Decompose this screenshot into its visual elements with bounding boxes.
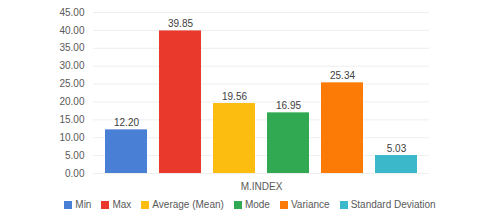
html-text:Variance: Variance	[290, 199, 330, 210]
svg-text:M.INDEX: M.INDEX	[241, 181, 283, 192]
svg-text:19.56: 19.56	[222, 91, 247, 102]
html-text:Standard Deviation: Standard Deviation	[350, 199, 436, 210]
svg-text:5.00: 5.00	[65, 150, 85, 161]
svg-text:35.00: 35.00	[59, 42, 84, 53]
svg-text:30.00: 30.00	[59, 60, 84, 71]
svg-text:10.00: 10.00	[59, 132, 84, 143]
svg-text:45.00: 45.00	[59, 7, 84, 18]
svg-text:16.95: 16.95	[276, 100, 301, 111]
svg-text:39.85: 39.85	[168, 18, 193, 29]
html-text:Mode: Mode	[244, 199, 270, 210]
html-text:Min: Min	[75, 199, 92, 210]
svg-text:12.20: 12.20	[114, 117, 139, 128]
html-text:Max: Max	[112, 199, 132, 210]
svg-text:15.00: 15.00	[59, 114, 84, 125]
svg-text:40.00: 40.00	[59, 25, 84, 36]
svg-text:0.00: 0.00	[65, 168, 85, 179]
svg-text:20.00: 20.00	[59, 96, 84, 107]
html-text:Average (Mean): Average (Mean)	[152, 199, 224, 210]
svg-text:5.03: 5.03	[387, 143, 407, 154]
svg-text:25.00: 25.00	[59, 78, 84, 89]
svg-text:25.34: 25.34	[330, 70, 355, 81]
